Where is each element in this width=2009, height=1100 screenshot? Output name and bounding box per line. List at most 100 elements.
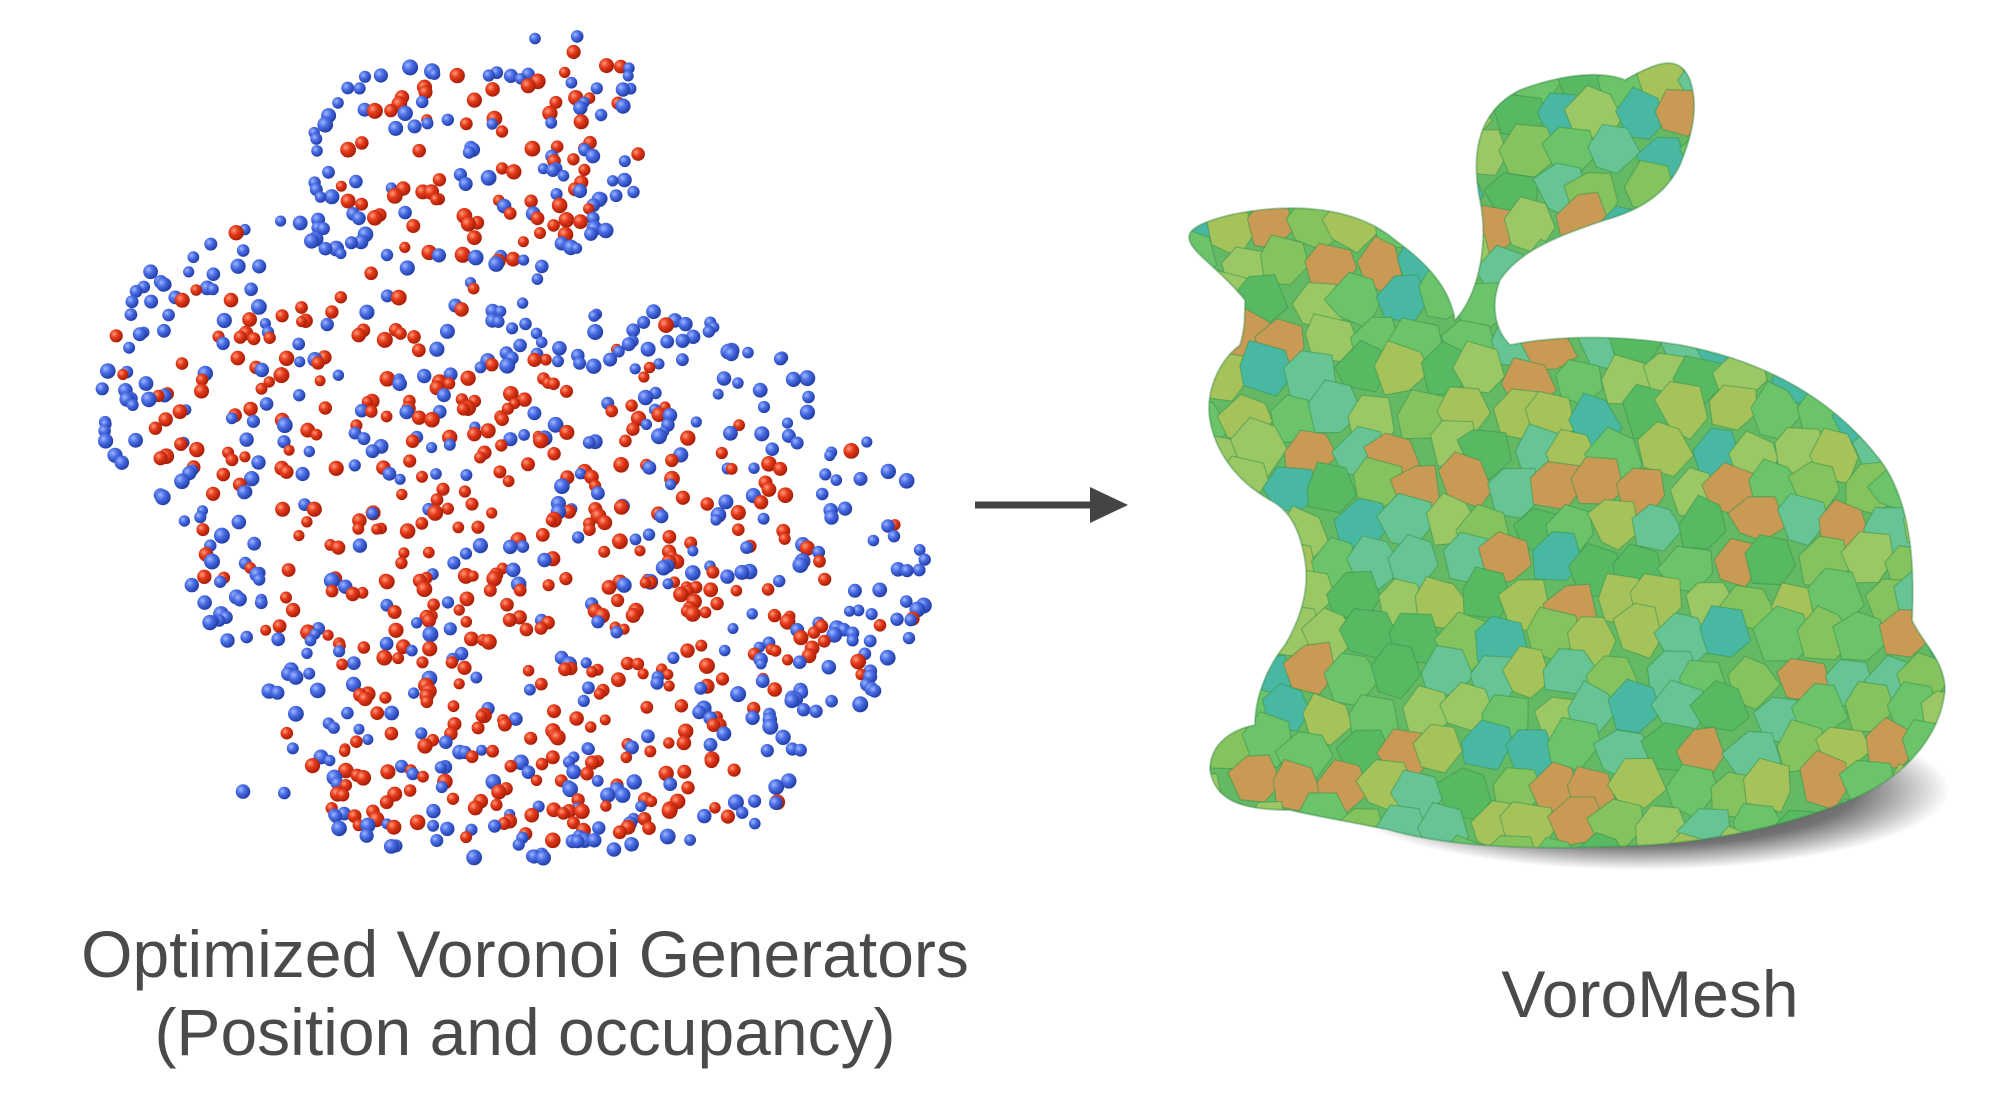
generator-point-outside <box>320 317 334 332</box>
generator-point-outside <box>685 565 701 581</box>
generator-point-outside <box>570 30 584 43</box>
generator-point-inside <box>314 375 326 387</box>
generator-point-outside <box>304 634 317 647</box>
generator-point-inside <box>545 832 561 849</box>
generator-point-inside <box>491 784 507 800</box>
generator-point-outside <box>439 323 455 339</box>
generator-point-outside <box>357 432 371 446</box>
generator-point-outside <box>815 487 829 501</box>
generator-point-outside <box>702 325 715 338</box>
generator-point-outside <box>254 596 268 610</box>
generator-point-inside <box>559 424 575 440</box>
generator-point-inside <box>600 800 612 812</box>
generator-point-outside <box>426 442 438 454</box>
generator-point-inside <box>761 482 777 497</box>
generator-point-inside <box>280 726 294 740</box>
generator-point-inside <box>475 709 488 722</box>
generator-point-outside <box>434 761 447 774</box>
generator-point-outside <box>359 828 374 843</box>
generator-point-inside <box>471 721 485 735</box>
generator-point-outside <box>429 341 445 357</box>
generator-point-outside <box>247 536 262 551</box>
generator-point-inside <box>677 764 692 779</box>
generator-point-outside <box>610 626 623 639</box>
generator-point-outside <box>531 273 544 285</box>
generator-point-inside <box>388 622 404 638</box>
generator-point-outside <box>398 205 412 220</box>
generator-point-inside <box>283 444 295 456</box>
generator-point-inside <box>620 656 635 671</box>
generator-point-inside <box>573 114 589 130</box>
generator-point-outside <box>365 444 380 459</box>
voronoi-cell <box>1936 505 1945 559</box>
voronoi-cell <box>1906 432 1945 487</box>
voronoi-cell <box>1840 162 1896 214</box>
voronoi-cell <box>1189 470 1228 527</box>
voronoi-cell <box>1387 63 1444 78</box>
generator-point-outside <box>732 377 744 389</box>
generator-point-inside <box>818 572 832 586</box>
generator-point-inside <box>715 672 730 686</box>
generator-point-outside <box>422 626 439 643</box>
voronoi-cell <box>1635 285 1697 335</box>
generator-point-inside <box>421 613 436 628</box>
voronoi-cell <box>1696 63 1752 75</box>
generator-point-outside <box>640 418 653 431</box>
generator-point-outside <box>678 316 693 332</box>
voronoi-cell <box>1216 610 1276 668</box>
generator-point-inside <box>153 451 168 466</box>
generator-point-inside <box>396 488 408 501</box>
generator-point-inside <box>681 781 695 795</box>
voronoi-cell <box>1226 63 1283 64</box>
voronoi-cell <box>1203 63 1258 96</box>
voronoi-cell <box>1308 159 1360 211</box>
generator-point-inside <box>467 800 483 816</box>
voronoi-cell <box>1926 382 1945 440</box>
generator-point-outside <box>626 774 642 790</box>
generator-point-inside <box>459 117 473 131</box>
caption-line-2: (Position and occupancy) <box>154 995 896 1069</box>
generator-point-outside <box>327 721 340 734</box>
generator-point-outside <box>408 687 420 699</box>
generator-point-inside <box>640 700 654 714</box>
generator-point-inside <box>557 807 570 820</box>
generator-point-outside <box>867 684 882 698</box>
generator-point-outside <box>694 681 708 695</box>
voronoi-cell <box>1846 282 1905 337</box>
generator-point-inside <box>275 501 291 517</box>
generator-point-inside <box>662 530 677 544</box>
generator-point-inside <box>460 216 476 232</box>
voronoi-cell <box>1189 504 1241 558</box>
generator-point-outside <box>244 471 260 487</box>
generator-point-inside <box>549 729 566 746</box>
generator-point-outside <box>353 234 369 250</box>
generator-point-inside <box>196 523 210 537</box>
generator-point-inside <box>497 717 512 732</box>
generator-point-outside <box>880 463 896 480</box>
generator-point-inside <box>643 361 656 374</box>
generator-point-outside <box>508 712 523 726</box>
generator-point-outside <box>591 615 605 629</box>
generator-point-outside <box>784 693 800 709</box>
generator-point-outside <box>527 406 542 421</box>
generator-point-outside <box>590 82 603 95</box>
voronoi-cell <box>1189 830 1234 848</box>
generator-point-inside <box>673 586 689 603</box>
generator-point-inside <box>243 401 258 417</box>
generator-point-outside <box>278 786 291 800</box>
generator-point-outside <box>616 577 632 593</box>
generator-point-inside <box>279 464 294 479</box>
voronoi-cell <box>1855 190 1914 247</box>
generator-point-outside <box>331 820 347 837</box>
generator-point-inside <box>357 691 373 707</box>
generator-point-inside <box>663 737 675 749</box>
voronoi-cell <box>1217 160 1274 213</box>
generator-point-outside <box>441 596 455 609</box>
generator-point-inside <box>403 454 417 468</box>
generator-point-outside <box>235 784 251 799</box>
voronoi-cell <box>1425 200 1474 252</box>
generator-point-outside <box>399 260 415 276</box>
generator-point-outside <box>254 362 269 378</box>
generator-point-inside <box>661 803 678 819</box>
generator-point-outside <box>614 787 631 803</box>
